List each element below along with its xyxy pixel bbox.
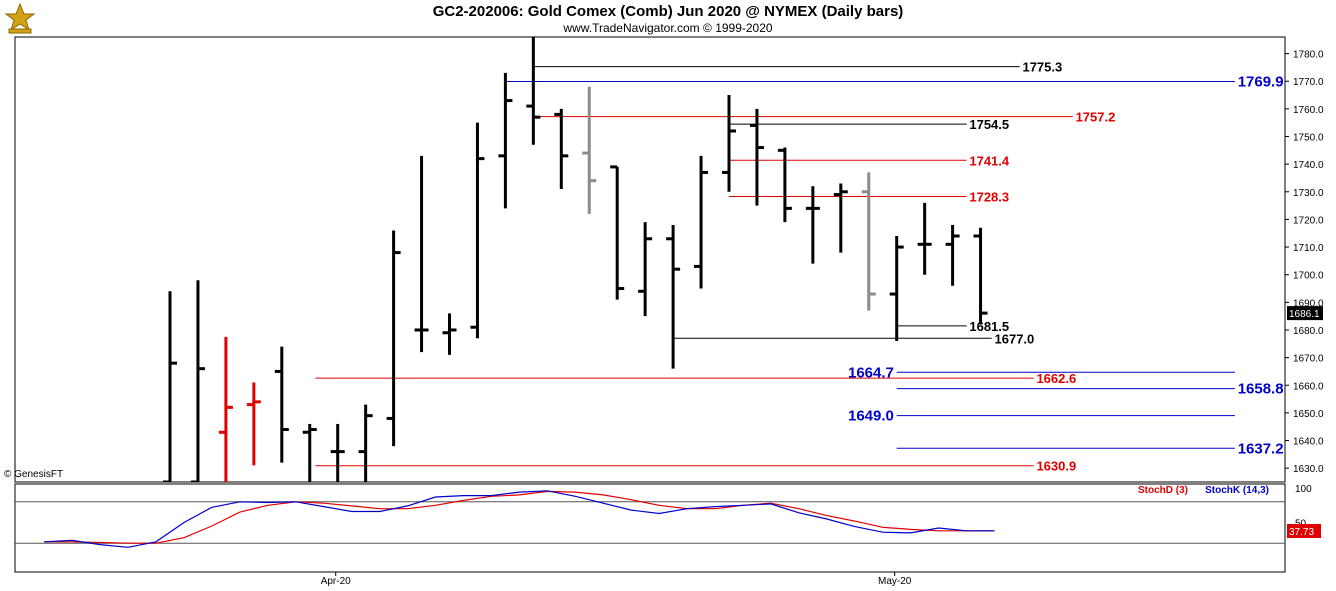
- ohlc-bar: [386, 230, 401, 447]
- ohlc-bar: [889, 236, 904, 342]
- y-tick-label: 1750.0: [1293, 133, 1324, 144]
- stoch-y-label: 100: [1295, 484, 1312, 495]
- ohlc-bar: [442, 313, 457, 355]
- stoch-series-line: [44, 490, 995, 544]
- y-tick-label: 1700.0: [1293, 271, 1324, 282]
- last-price-badge: [1287, 306, 1323, 321]
- last-price-label: 1686.1: [1289, 309, 1320, 320]
- ohlc-bar: [749, 108, 764, 206]
- y-tick-label: 1730.0: [1293, 188, 1324, 199]
- y-tick-label: 1720.0: [1293, 215, 1324, 226]
- ohlc-bar: [666, 224, 681, 369]
- ohlc-bar: [973, 227, 988, 325]
- stoch-series-line: [44, 490, 995, 548]
- credit-label: © GenesisFT: [4, 469, 64, 480]
- ohlc-bar: [190, 280, 205, 482]
- y-tick-label: 1660.0: [1293, 381, 1324, 392]
- x-tick-label: Apr-20: [321, 576, 351, 587]
- price-panel-frame: [14, 36, 1286, 483]
- level-label: 1649.0: [848, 408, 894, 425]
- level-label: 1741.4: [969, 153, 1010, 168]
- y-tick-label: 1680.0: [1293, 326, 1324, 337]
- gold-logo-icon: [4, 2, 36, 34]
- ohlc-bar: [358, 404, 373, 482]
- legend-stochk: StochK (14,3): [1205, 485, 1269, 496]
- ohlc-bar: [777, 147, 792, 223]
- y-tick-label: 1740.0: [1293, 160, 1324, 171]
- level-label: 1769.9: [1238, 74, 1284, 91]
- ohlc-bar: [554, 108, 569, 190]
- y-tick-label: 1690.0: [1293, 298, 1324, 309]
- ohlc-bar: [526, 37, 541, 145]
- ohlc-bar: [694, 155, 709, 289]
- x-tick-label: May-20: [878, 576, 912, 587]
- level-label: 1754.5: [969, 117, 1009, 132]
- ohlc-bar: [302, 423, 317, 482]
- y-tick-label: 1630.0: [1293, 464, 1324, 475]
- ohlc-bar: [163, 291, 177, 482]
- level-label: 1658.8: [1238, 381, 1284, 398]
- y-tick-label: 1650.0: [1293, 409, 1324, 420]
- ohlc-bar: [945, 224, 960, 286]
- ohlc-bar: [722, 95, 736, 192]
- ohlc-bar: [638, 222, 653, 317]
- ohlc-bar: [833, 183, 848, 253]
- ohlc-bar: [861, 172, 876, 311]
- level-label: 1775.3: [1022, 60, 1062, 75]
- y-tick-label: 1760.0: [1293, 105, 1324, 116]
- ohlc-bar: [498, 72, 513, 209]
- ohlc-bar: [805, 186, 820, 264]
- ohlc-bar: [470, 122, 485, 339]
- level-label: 1662.6: [1036, 371, 1076, 386]
- stoch-panel-frame: [14, 483, 1286, 573]
- level-label: 1728.3: [969, 189, 1009, 204]
- y-tick-label: 1770.0: [1293, 77, 1324, 88]
- legend-stochd: StochD (3): [1138, 485, 1188, 496]
- level-label: 1757.2: [1076, 110, 1116, 125]
- y-tick-label: 1780.0: [1293, 50, 1324, 61]
- level-label: 1637.2: [1238, 440, 1284, 457]
- level-label: 1677.0: [995, 331, 1035, 346]
- ohlc-bar: [330, 423, 345, 482]
- ohlc-bar: [414, 155, 429, 353]
- y-tick-label: 1640.0: [1293, 437, 1324, 448]
- level-label: 1630.9: [1036, 459, 1076, 474]
- ohlc-bar: [917, 202, 932, 275]
- stoch-last-label: 37.73: [1289, 527, 1314, 538]
- stoch-last-badge: [1287, 523, 1321, 538]
- ohlc-bar: [610, 165, 625, 300]
- ohlc-bars: [163, 37, 988, 482]
- ohlc-bar: [274, 346, 289, 463]
- ohlc-bar: [218, 336, 233, 482]
- chart-title: GC2-202006: Gold Comex (Comb) Jun 2020 @…: [432, 3, 904, 20]
- y-tick-label: 1670.0: [1293, 354, 1324, 365]
- ohlc-bar: [582, 86, 597, 214]
- level-label: 1664.7: [848, 364, 894, 381]
- chart-subtitle: www.TradeNavigator.com © 1999-2020: [563, 21, 773, 35]
- y-tick-label: 1710.0: [1293, 243, 1324, 254]
- ohlc-bar: [246, 382, 261, 466]
